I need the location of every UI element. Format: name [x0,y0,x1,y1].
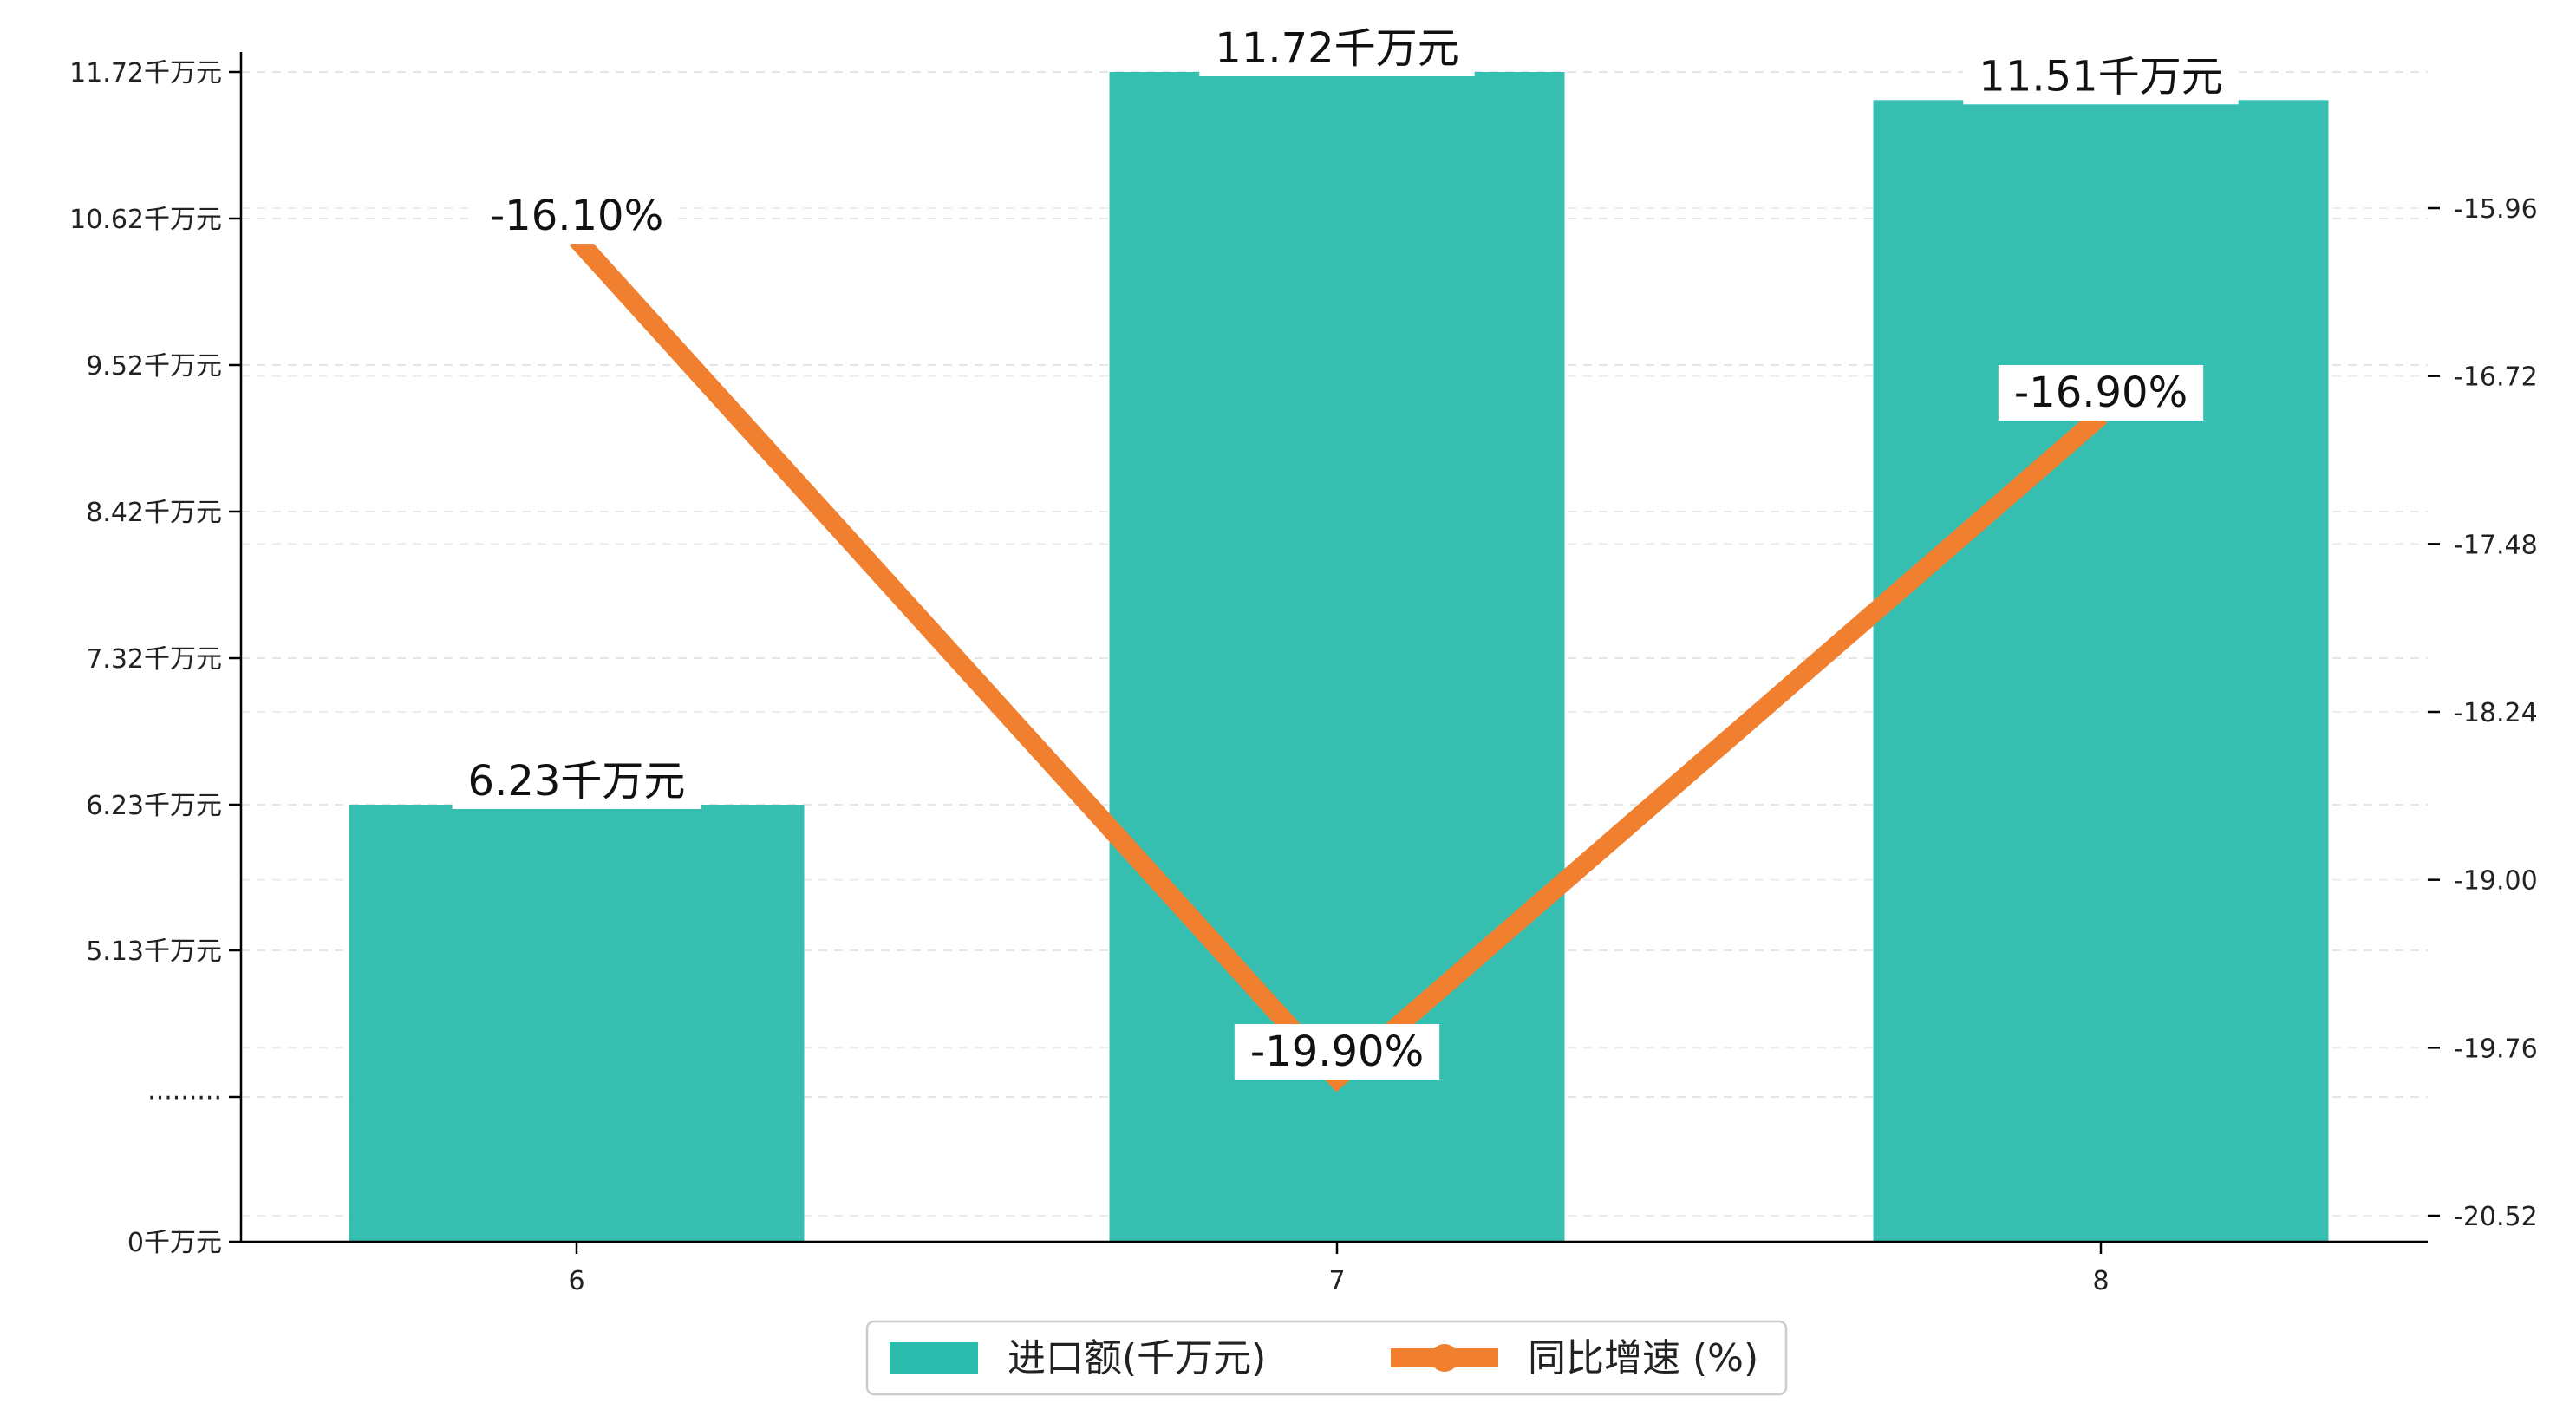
y-left-tick-label: 11.72千万元 [69,58,222,88]
line-value-label: -16.90% [1998,365,2204,421]
bar-value-label-bg [1963,49,2239,105]
y-right-tick-label: -19.76 [2454,1034,2538,1064]
y-left-tick-label: 6.23千万元 [86,791,222,821]
bar-value-label: 11.72千万元 [1199,21,1475,76]
y-right-tick-label: -16.72 [2454,362,2538,393]
line-value-label-bg [1234,1024,1440,1080]
y-right-tick-label: -20.52 [2454,1202,2538,1232]
labels-layer: 6.23千万元 11.72千万元 11.51千万元 -16.10% -19.90% -16… [452,21,2239,1080]
legend: 进口额(千万元) 同比增速 (%) [865,1320,1788,1396]
y-left-tick-label: 9.52千万元 [86,351,222,382]
line-value-label-bg [1998,365,2204,421]
bars-layer [349,72,2329,1242]
bar-value-label-bg [1199,21,1475,76]
legend-line-marker [1431,1344,1458,1372]
line-value-label-bg [473,188,680,244]
y-left-tick-label: 10.62千万元 [69,205,222,235]
y-right-tick-label: -15.96 [2454,194,2538,225]
bar-6 [349,805,805,1242]
axes-layer: 0千万元 ········· 5.13千万元 6.23千万元 7.32千万元 8.42千万… [69,52,2538,1296]
legend-line-label: 同比增速 (%) [1528,1336,1758,1380]
legend-bar-label: 进口额(千万元) [1008,1336,1266,1380]
line-value-label-text: -16.90% [2014,369,2188,417]
y-right-tick-label: -18.24 [2454,698,2538,728]
bar-value-label-bg [452,754,701,809]
x-tick-label: 8 [2092,1266,2109,1296]
y-left-tick-label: ········· [147,1083,222,1113]
bar-value-label: 11.51千万元 [1963,49,2239,105]
line-value-label-text: -16.10% [490,192,663,240]
line-value-label: -16.10% [473,188,680,244]
bar-value-label: 6.23千万元 [452,754,701,809]
bar-value-label-text: 6.23千万元 [468,757,686,806]
y-right-tick-label: -19.00 [2454,866,2538,897]
y-left-tick-label: 8.42千万元 [86,498,222,528]
y-left-tick-label: 5.13千万元 [86,936,222,967]
legend-box [865,1320,1788,1396]
x-tick-label: 6 [568,1266,584,1296]
line-value-label-text: -19.90% [1250,1028,1424,1076]
bar-value-label-text: 11.72千万元 [1215,24,1458,73]
y-right-tick-label: -17.48 [2454,530,2538,560]
line-value-label: -19.90% [1234,1024,1440,1080]
x-tick-label: 7 [1328,1266,1345,1296]
bar-8 [1873,100,2329,1242]
legend-bar-swatch [890,1342,978,1374]
bar-value-label-text: 11.51千万元 [1979,52,2222,101]
y-left-tick-label: 7.32千万元 [86,644,222,675]
y-left-tick-label: 0千万元 [127,1228,222,1258]
